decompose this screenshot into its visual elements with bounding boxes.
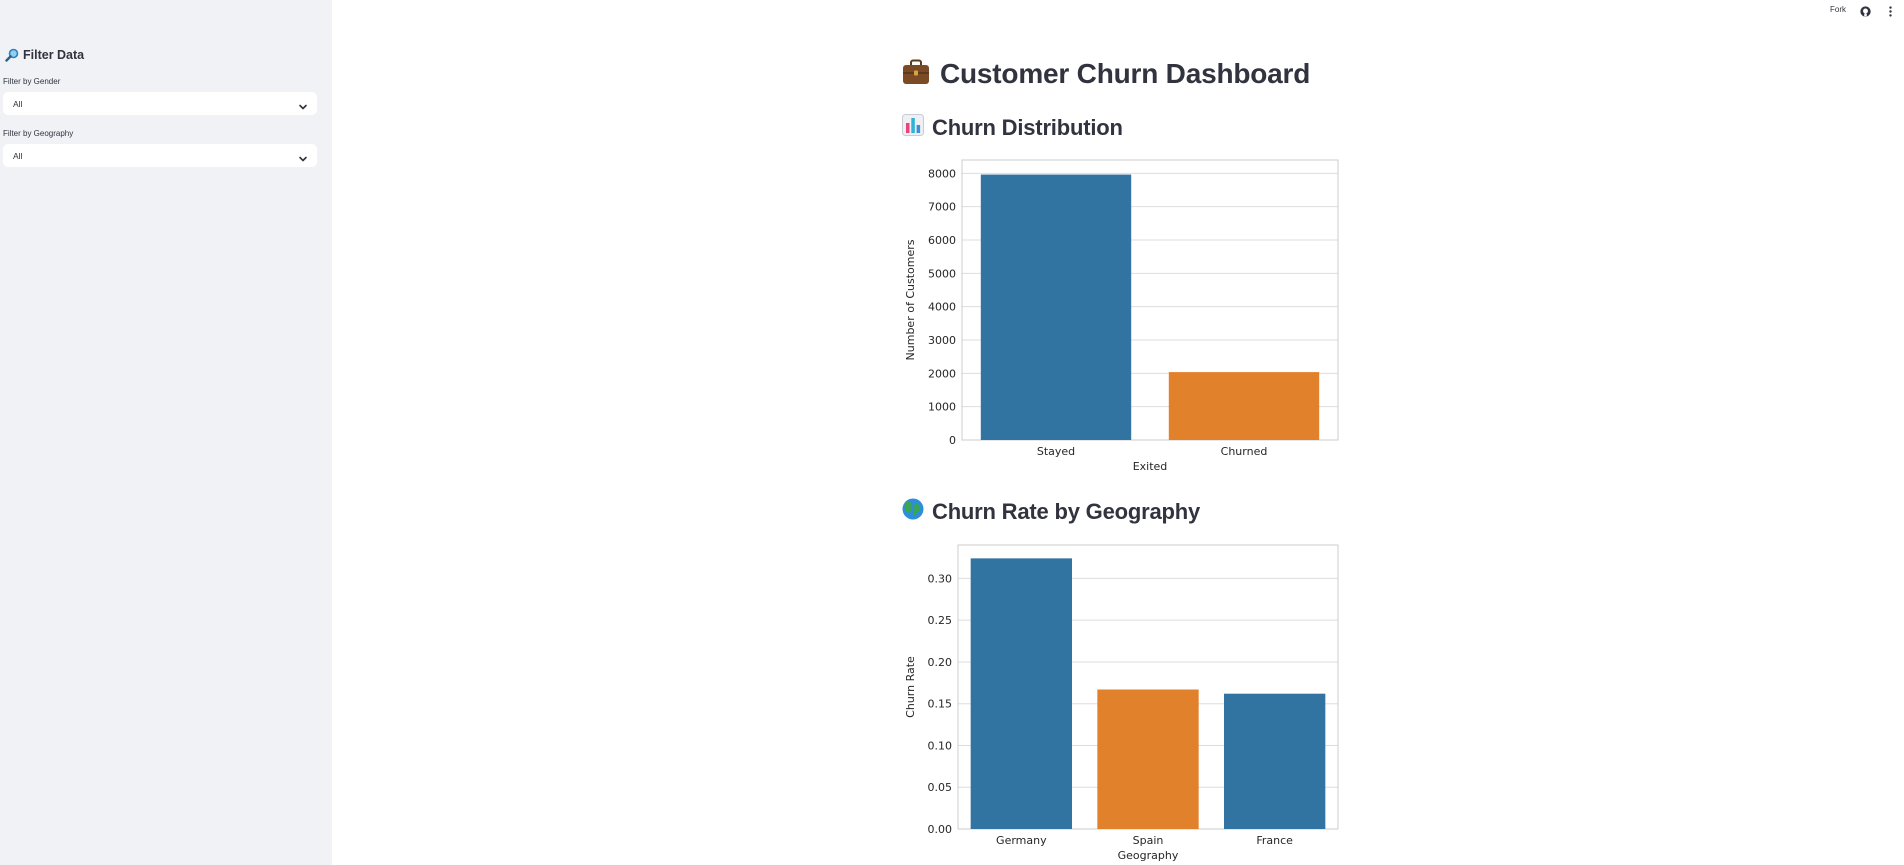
y-tick-label: 6000 (928, 234, 956, 247)
gender-filter-label: Filter by Gender (3, 77, 61, 86)
y-tick-label: 0.10 (928, 739, 953, 752)
y-tick-label: 0 (949, 434, 956, 447)
y-tick-label: 2000 (928, 367, 956, 380)
sidebar-title: Filter Data (23, 48, 85, 62)
chevron-down-icon (298, 151, 308, 161)
section-title: Churn Distribution (932, 114, 1123, 140)
geography-filter-label: Filter by Geography (3, 129, 74, 138)
y-tick-label: 0.05 (928, 781, 953, 794)
y-tick-label: 1000 (928, 401, 956, 414)
section-churn-rate-by-geography: Churn Rate by Geography (902, 498, 1200, 525)
y-tick-label: 8000 (928, 167, 956, 180)
sidebar: Filter Data Filter by Gender All Filter … (0, 0, 332, 865)
page-title-text: Customer Churn Dashboard (940, 58, 1311, 89)
churn-distribution-chart: 0 1000 2000 3000 4000 5000 6000 7000 8000 Stayed C… (904, 159, 1339, 473)
x-tick-label: Spain (1133, 834, 1164, 847)
geography-select[interactable]: All (3, 144, 317, 167)
bar-germany (970, 558, 1072, 829)
page-title: Customer Churn Dashboard (902, 58, 1310, 90)
y-tick-label: 4000 (928, 301, 956, 314)
magnifying-glass-icon (5, 48, 19, 62)
gender-select-value: All (13, 98, 23, 109)
geography-select-value: All (13, 150, 23, 161)
y-tick-label: 0.20 (928, 656, 953, 669)
x-tick-label: France (1256, 834, 1293, 847)
chevron-down-icon (298, 99, 308, 109)
y-tick-label: 0.15 (928, 698, 953, 711)
y-tick-label: 0.30 (928, 572, 953, 585)
churn-rate-geography-chart: 0.00 0.05 0.10 0.15 0.20 0.25 0.30 Germany Spain… (904, 544, 1339, 862)
section-title: Churn Rate by Geography (932, 498, 1200, 524)
toolbar: Fork (1830, 4, 1896, 17)
y-axis-label: Number of Customers (904, 239, 917, 360)
bar-churned (1168, 372, 1320, 440)
x-tick-label: Stayed (1037, 445, 1075, 458)
plot-frame (961, 159, 1339, 441)
y-tick-label: 0.00 (928, 823, 953, 836)
bar-stayed (980, 174, 1132, 441)
fork-button[interactable]: Fork (1830, 5, 1846, 14)
briefcase-icon (902, 59, 930, 90)
x-axis-label: Exited (1133, 460, 1168, 473)
x-axis-label: Geography (1118, 849, 1179, 862)
sidebar-header: Filter Data (5, 48, 84, 62)
globe-icon (902, 498, 924, 525)
bar-chart-icon (902, 114, 924, 141)
x-tick-label: Churned (1221, 445, 1268, 458)
y-axis-label: Churn Rate (904, 656, 917, 718)
bar-france (1224, 693, 1326, 829)
y-tick-label: 3000 (928, 334, 956, 347)
x-tick-label: Germany (996, 834, 1047, 847)
y-tick-label: 5000 (928, 267, 956, 280)
y-tick-label: 7000 (928, 201, 956, 214)
section-churn-distribution: Churn Distribution (902, 114, 1123, 141)
gender-select[interactable]: All (3, 92, 317, 115)
github-icon[interactable] (1860, 4, 1871, 17)
bar-spain (1097, 689, 1199, 829)
y-tick-label: 0.25 (928, 614, 953, 627)
more-menu-icon[interactable] (1885, 4, 1896, 17)
